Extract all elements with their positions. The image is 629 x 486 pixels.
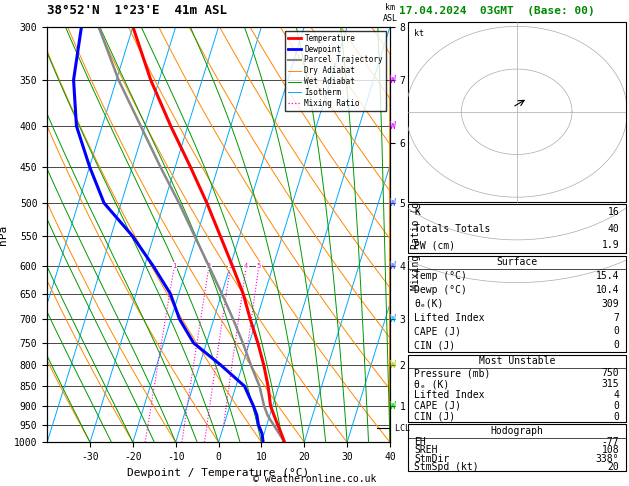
Text: 0: 0 <box>613 401 620 411</box>
Text: 10.4: 10.4 <box>596 285 620 295</box>
Text: W: W <box>390 261 396 271</box>
Text: Lifted Index: Lifted Index <box>414 390 484 400</box>
Text: PW (cm): PW (cm) <box>414 240 455 250</box>
Text: Most Unstable: Most Unstable <box>479 356 555 366</box>
Text: 0: 0 <box>613 412 620 421</box>
Text: CAPE (J): CAPE (J) <box>414 327 461 336</box>
Text: θₑ(K): θₑ(K) <box>414 299 443 309</box>
Text: W: W <box>390 198 396 208</box>
Bar <box>408 355 626 422</box>
Text: 2: 2 <box>207 263 211 269</box>
Text: Temp (°C): Temp (°C) <box>414 271 467 281</box>
Text: 4: 4 <box>613 390 620 400</box>
Bar <box>408 424 626 471</box>
Text: 309: 309 <box>602 299 620 309</box>
Text: 15.4: 15.4 <box>596 271 620 281</box>
Text: Lifted Index: Lifted Index <box>414 312 484 323</box>
Text: Totals Totals: Totals Totals <box>414 224 491 234</box>
Text: K: K <box>414 207 420 217</box>
Text: W: W <box>390 314 396 324</box>
Text: 750: 750 <box>602 368 620 379</box>
Text: SREH: SREH <box>414 445 438 455</box>
Y-axis label: hPa: hPa <box>0 225 8 244</box>
Text: CAPE (J): CAPE (J) <box>414 401 461 411</box>
Text: km
ASL: km ASL <box>382 3 398 22</box>
Text: 16: 16 <box>608 207 620 217</box>
Text: W: W <box>390 401 396 411</box>
Text: Pressure (mb): Pressure (mb) <box>414 368 491 379</box>
Bar <box>408 256 626 352</box>
Text: CIN (J): CIN (J) <box>414 340 455 350</box>
Text: 4: 4 <box>244 263 248 269</box>
X-axis label: Dewpoint / Temperature (°C): Dewpoint / Temperature (°C) <box>128 468 309 478</box>
Text: 338°: 338° <box>596 454 620 464</box>
Text: W: W <box>390 360 396 370</box>
Text: 0: 0 <box>613 340 620 350</box>
Text: 20: 20 <box>608 462 620 472</box>
Text: 108: 108 <box>602 445 620 455</box>
Text: W: W <box>390 75 396 85</box>
Text: 38°52'N  1°23'E  41m ASL: 38°52'N 1°23'E 41m ASL <box>47 4 227 17</box>
Text: CIN (J): CIN (J) <box>414 412 455 421</box>
Text: θₑ (K): θₑ (K) <box>414 379 449 389</box>
Text: StmDir: StmDir <box>414 454 449 464</box>
Text: LCL: LCL <box>390 424 410 433</box>
Text: -77: -77 <box>602 437 620 447</box>
Text: 3: 3 <box>228 263 233 269</box>
Text: 5: 5 <box>257 263 261 269</box>
Text: 7: 7 <box>613 312 620 323</box>
Text: 17.04.2024  03GMT  (Base: 00): 17.04.2024 03GMT (Base: 00) <box>399 5 595 16</box>
Bar <box>408 22 626 202</box>
Text: 1.9: 1.9 <box>602 240 620 250</box>
Text: W: W <box>390 121 396 131</box>
Text: 40: 40 <box>608 224 620 234</box>
Text: © weatheronline.co.uk: © weatheronline.co.uk <box>253 473 376 484</box>
Text: Dewp (°C): Dewp (°C) <box>414 285 467 295</box>
Text: kt: kt <box>414 29 424 37</box>
Y-axis label: Mixing Ratio (g/kg): Mixing Ratio (g/kg) <box>411 179 421 290</box>
Text: 315: 315 <box>602 379 620 389</box>
Text: Surface: Surface <box>496 258 537 267</box>
Text: EH: EH <box>414 437 426 447</box>
Text: 1: 1 <box>172 263 177 269</box>
Text: StmSpd (kt): StmSpd (kt) <box>414 462 479 472</box>
Text: 0: 0 <box>613 327 620 336</box>
Text: Hodograph: Hodograph <box>490 426 543 436</box>
Legend: Temperature, Dewpoint, Parcel Trajectory, Dry Adiabat, Wet Adiabat, Isotherm, Mi: Temperature, Dewpoint, Parcel Trajectory… <box>284 31 386 111</box>
Bar <box>408 204 626 253</box>
